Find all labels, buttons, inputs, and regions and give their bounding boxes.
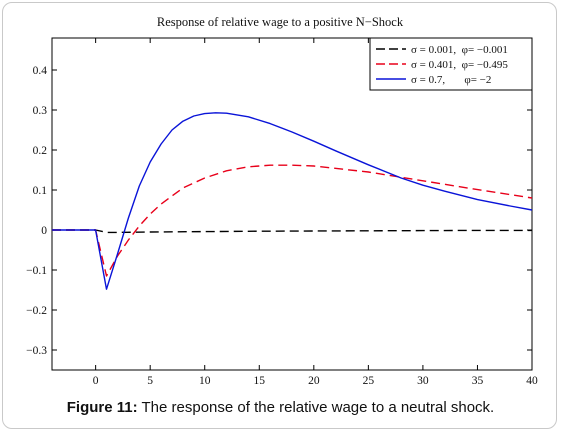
legend-label: σ = 0.001, φ= −0.001 — [411, 44, 508, 56]
x-tick-label: 30 — [417, 375, 429, 387]
y-tick-label: 0.3 — [33, 105, 48, 117]
y-tick-label: 0.1 — [33, 185, 48, 197]
legend-label: σ = 0.7, φ= −2 — [411, 74, 491, 86]
x-tick-label: 40 — [526, 375, 538, 387]
y-tick-label: 0.2 — [33, 145, 48, 157]
y-tick-label: −0.2 — [26, 305, 47, 317]
series-lines — [52, 112, 533, 290]
x-tick-label: 5 — [147, 375, 153, 387]
x-tick-label: 0 — [93, 375, 99, 387]
axis-ticks: 0 5 10 15 20 25 30 35 40 −0.3 −0.2 −0.1 0 0.1 0.2 0.3 0.… — [26, 38, 538, 387]
series-line-3 — [52, 112, 533, 290]
figure-caption: Figure 11: The response of the relative … — [0, 399, 561, 416]
y-tick-label: −0.3 — [26, 345, 47, 357]
x-tick-label: 20 — [308, 375, 320, 387]
series-line-1 — [52, 229, 532, 234]
caption-label: Figure 11: — [66, 399, 138, 416]
x-tick-label: 10 — [199, 375, 211, 387]
x-tick-label: 35 — [472, 375, 484, 387]
chart-title: Response of relative wage to a positive … — [157, 15, 404, 29]
line-chart: Response of relative wage to a positive … — [26, 15, 538, 387]
plot-area — [51, 37, 533, 371]
legend: σ = 0.001, φ= −0.001 σ = 0.401, φ= −0.495… — [369, 37, 533, 91]
y-tick-label: 0.4 — [33, 65, 48, 77]
y-tick-label: −0.1 — [26, 265, 47, 277]
legend-label: σ = 0.401, φ= −0.495 — [411, 59, 508, 71]
x-tick-label: 15 — [254, 375, 266, 387]
caption-text: The response of the relative wage to a n… — [137, 399, 495, 416]
y-tick-label: 0 — [41, 225, 47, 237]
x-tick-label: 25 — [363, 375, 375, 387]
